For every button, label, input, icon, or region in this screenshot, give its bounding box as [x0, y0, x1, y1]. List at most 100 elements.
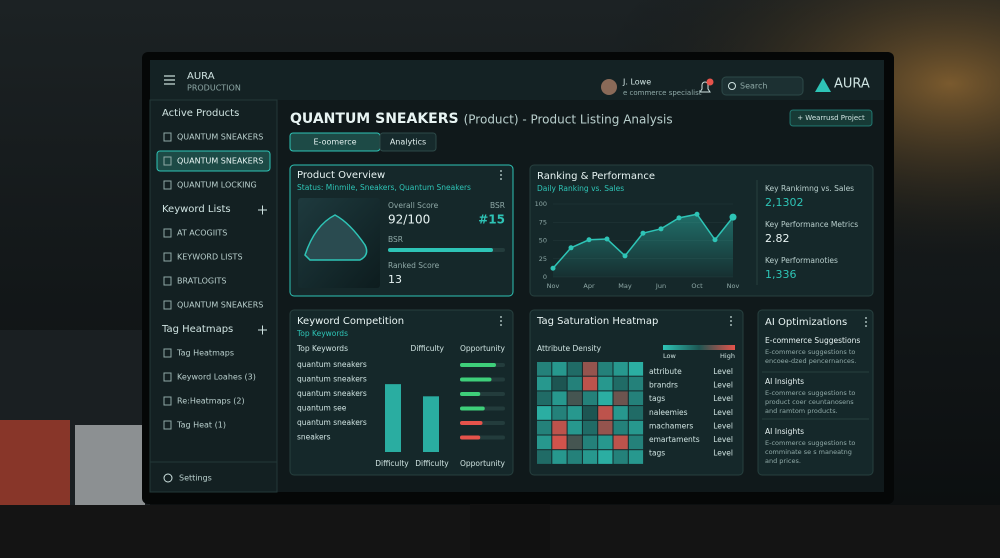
- row-level: Level: [713, 408, 733, 417]
- page-title-suffix: (Product) - Product Listing Analysis: [464, 113, 673, 127]
- heat-cell: [598, 435, 613, 450]
- row-level: Level: [713, 435, 733, 444]
- heat-cell: [567, 406, 582, 420]
- sidebar-item[interactable]: Tag Heat (1): [176, 421, 226, 430]
- heat-cell: [628, 406, 644, 420]
- ai-heading: AI Insights: [765, 427, 804, 436]
- bell-icon: [699, 81, 711, 93]
- y-tick-label: 50: [539, 237, 547, 245]
- kebab-dot: [500, 178, 502, 180]
- heat-cell: [552, 420, 567, 435]
- item-icon: [163, 372, 172, 382]
- kebab-dot: [500, 324, 502, 326]
- point: [586, 237, 592, 243]
- sidebar-item[interactable]: AT ACOGIITS: [177, 229, 227, 238]
- ai-text: product coer ceuntanosens: [765, 398, 854, 406]
- metric-label: Key Performanoties: [765, 256, 838, 265]
- card-title: Product Overview: [297, 170, 385, 181]
- ai-heading: E-commerce Suggestions: [765, 336, 860, 345]
- y-tick-label: 75: [539, 218, 547, 226]
- heat-cell: [582, 406, 598, 420]
- tab-label[interactable]: Analytics: [390, 138, 426, 147]
- footer-label: Difficulty: [415, 459, 449, 468]
- footer-label: Opportunity: [460, 459, 506, 468]
- opportunity-bar: [460, 363, 496, 367]
- heat-cell: [582, 391, 598, 406]
- sidebar-item[interactable]: Re:Heatmaps (2): [177, 397, 245, 406]
- heat-cell: [537, 406, 552, 420]
- heat-cell: [613, 376, 628, 391]
- card-title: Keyword Competition: [297, 316, 404, 327]
- heat-cell: [582, 420, 598, 435]
- sidebar-item[interactable]: KEYWORD LISTS: [177, 253, 243, 262]
- point: [640, 230, 646, 236]
- heat-cell: [537, 362, 552, 376]
- legend-bar: [663, 345, 735, 350]
- kebab-dot: [500, 320, 502, 322]
- label: BSR: [388, 235, 403, 244]
- sidebar-item[interactable]: QUANTUM SNEAKERS: [177, 157, 263, 166]
- sidebar-item[interactable]: QUANTUM LOCKING: [177, 181, 257, 190]
- item-icon: [163, 228, 172, 238]
- ai-text: E-commerce suggestions to: [765, 439, 855, 447]
- row-label: tags: [649, 394, 665, 403]
- opportunity-bar: [460, 406, 485, 411]
- value: 92/100: [388, 213, 430, 227]
- value: 13: [388, 273, 402, 286]
- point: [694, 211, 700, 217]
- heat-cell: [598, 391, 613, 406]
- ai-text: and ramtom products.: [765, 407, 838, 415]
- chart-subtitle: Daily Ranking vs. Sales: [537, 184, 624, 193]
- sidebar-item[interactable]: BRATLOGITS: [177, 277, 226, 286]
- heat-cell: [552, 362, 567, 376]
- kebab-dot: [500, 170, 502, 172]
- heat-cell: [582, 362, 598, 376]
- settings-label[interactable]: Settings: [179, 474, 212, 483]
- row-level: Level: [713, 421, 733, 430]
- ai-text: E-commerce suggestions to: [765, 348, 855, 356]
- user-name: J. Lowe: [622, 78, 651, 87]
- sidebar-item[interactable]: Tag Heatmaps: [176, 349, 234, 358]
- item-icon: [163, 132, 172, 142]
- row-level: Level: [713, 449, 733, 458]
- tab-label[interactable]: E-oomerce: [313, 138, 356, 147]
- heat-cell: [582, 450, 598, 464]
- heat-cell: [613, 450, 628, 464]
- item-icon: [163, 396, 172, 406]
- user-role: e commerce specialist: [623, 89, 702, 97]
- heat-cell: [628, 420, 644, 435]
- heat-cell: [552, 376, 567, 391]
- heat-cell: [598, 420, 613, 435]
- row-label: attribute: [649, 367, 682, 376]
- keyword: sneakers: [297, 433, 331, 442]
- row-label: naleemies: [649, 408, 688, 417]
- heat-cell: [582, 435, 598, 450]
- action-button[interactable]: + Wearrusd Project: [797, 114, 865, 122]
- kebab-dot: [730, 320, 732, 322]
- x-tick-label: Oct: [691, 282, 703, 290]
- selected-item[interactable]: [156, 150, 271, 172]
- metric-value: 1,336: [765, 268, 797, 281]
- heat-cell: [567, 420, 582, 435]
- heat-cell: [552, 435, 567, 450]
- heat-cell: [552, 450, 567, 464]
- column-header: Difficulty: [411, 344, 445, 353]
- search-box[interactable]: [721, 76, 804, 96]
- heat-cell: [537, 420, 552, 435]
- sidebar-item[interactable]: QUANTUM SNEAKERS: [177, 301, 263, 310]
- logo-mark: [815, 78, 831, 92]
- card-subtitle: Top Keywords: [296, 329, 348, 338]
- monitor-stand: [470, 495, 550, 558]
- new-project-button[interactable]: [789, 109, 873, 127]
- x-tick-label: May: [618, 282, 632, 290]
- status: Status: Minmile, Sneakers, Quantum Sneak…: [297, 183, 471, 192]
- item-icon: [163, 180, 172, 190]
- tab[interactable]: [379, 132, 437, 152]
- metric-value: 2.82: [765, 232, 790, 245]
- heat-cell: [567, 435, 582, 450]
- section-title: Tag Heatmaps: [161, 324, 233, 335]
- heat-cell: [537, 435, 552, 450]
- sidebar-item[interactable]: QUANTUM SNEAKERS: [177, 133, 263, 142]
- sidebar-item[interactable]: Keyword Loahes (3): [177, 373, 256, 382]
